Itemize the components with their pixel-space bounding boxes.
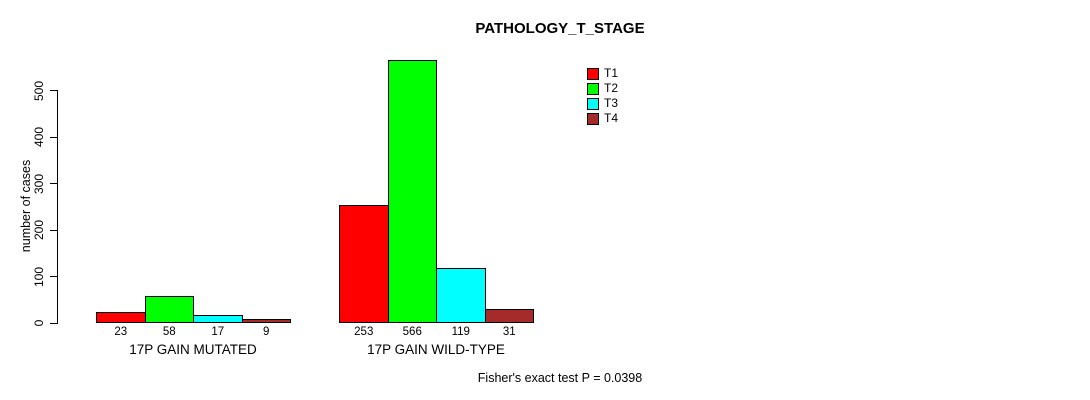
bar-value-label-t4-group2: 31: [502, 326, 516, 338]
x-group-label-1: 17P GAIN MUTATED: [129, 342, 257, 357]
bar-t3-group2: [436, 267, 486, 323]
legend-swatch-t2: [587, 82, 599, 95]
legend-item-t2: T2: [587, 81, 618, 96]
legend-item-t3: T3: [587, 96, 618, 111]
y-tick-label-300: 300: [32, 173, 46, 194]
bar-t3-group1: [193, 315, 243, 323]
bar-value-label-t1-group1: 23: [114, 326, 128, 338]
y-tick-mark-200: [50, 229, 57, 231]
bar-value-label-t3-group2: 119: [451, 326, 470, 338]
bar-value-label-t4-group1: 9: [263, 326, 270, 338]
y-tick-mark-100: [50, 276, 57, 278]
chart-title: PATHOLOGY_T_STAGE: [475, 20, 645, 37]
legend-label-t4: T4: [604, 111, 619, 125]
y-tick-mark-500: [50, 90, 57, 91]
bar-t1-group1: [96, 312, 146, 323]
legend-swatch-t4: [587, 112, 599, 125]
legend-label-t1: T1: [604, 66, 619, 80]
y-tick-label-100: 100: [32, 266, 46, 287]
y-tick-mark-300: [50, 183, 57, 185]
bar-t2-group1: [144, 296, 194, 323]
bar-t4-group1: [241, 318, 291, 323]
annotation-fisher-test: Fisher's exact test P = 0.0398: [477, 371, 643, 385]
legend-label-t3: T3: [604, 96, 619, 110]
bar-t4-group2: [484, 308, 534, 323]
bar-value-label-t3-group1: 17: [211, 326, 225, 338]
bar-t1-group2: [339, 205, 389, 323]
legend-item-t4: T4: [587, 111, 618, 126]
legend-item-t1: T1: [587, 66, 618, 81]
y-tick-label-200: 200: [32, 220, 46, 241]
legend: T1 T2 T3 T4: [587, 66, 618, 126]
legend-swatch-t3: [587, 97, 599, 110]
bar-value-label-t1-group2: 253: [354, 326, 374, 338]
y-tick-label-500: 500: [32, 80, 46, 101]
y-tick-label-400: 400: [32, 127, 46, 148]
y-tick-mark-400: [50, 136, 57, 138]
y-tick-label-0: 0: [32, 319, 46, 327]
legend-label-t2: T2: [604, 81, 619, 95]
y-axis-title: number of cases: [19, 159, 33, 253]
legend-swatch-t1: [587, 67, 599, 80]
y-tick-mark-0: [50, 322, 57, 324]
bar-value-label-t2-group1: 58: [162, 326, 176, 338]
bar-value-label-t2-group2: 566: [402, 326, 422, 338]
bar-t2-group2: [387, 59, 437, 323]
x-group-label-2: 17P GAIN WILD-TYPE: [367, 342, 505, 357]
y-axis-line: [57, 90, 58, 324]
